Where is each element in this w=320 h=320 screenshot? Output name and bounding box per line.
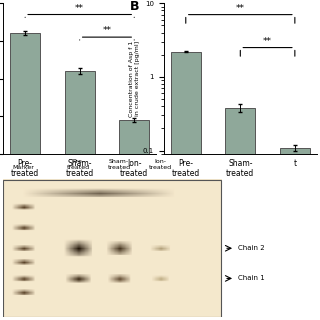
Bar: [280, 148, 310, 320]
Text: **: **: [75, 4, 84, 12]
Text: Chain 2: Chain 2: [238, 245, 264, 251]
Text: Sham-
treated: Sham- treated: [108, 159, 131, 170]
Text: Ion-
treated: Ion- treated: [148, 159, 172, 170]
Text: Marker: Marker: [13, 165, 35, 170]
Bar: [65, 71, 95, 154]
Y-axis label: Concentration of Asp f 1
in crude extract [pg/ml]: Concentration of Asp f 1 in crude extrac…: [129, 40, 140, 117]
Text: Pre-
treated: Pre- treated: [67, 159, 90, 170]
Bar: [119, 120, 149, 154]
Bar: [225, 108, 255, 320]
Text: **: **: [102, 26, 111, 35]
Text: **: **: [263, 37, 272, 46]
Text: **: **: [236, 4, 245, 13]
Text: Chain 1: Chain 1: [238, 276, 264, 281]
Bar: [171, 52, 201, 320]
Bar: [10, 33, 40, 154]
Text: B: B: [130, 0, 140, 13]
